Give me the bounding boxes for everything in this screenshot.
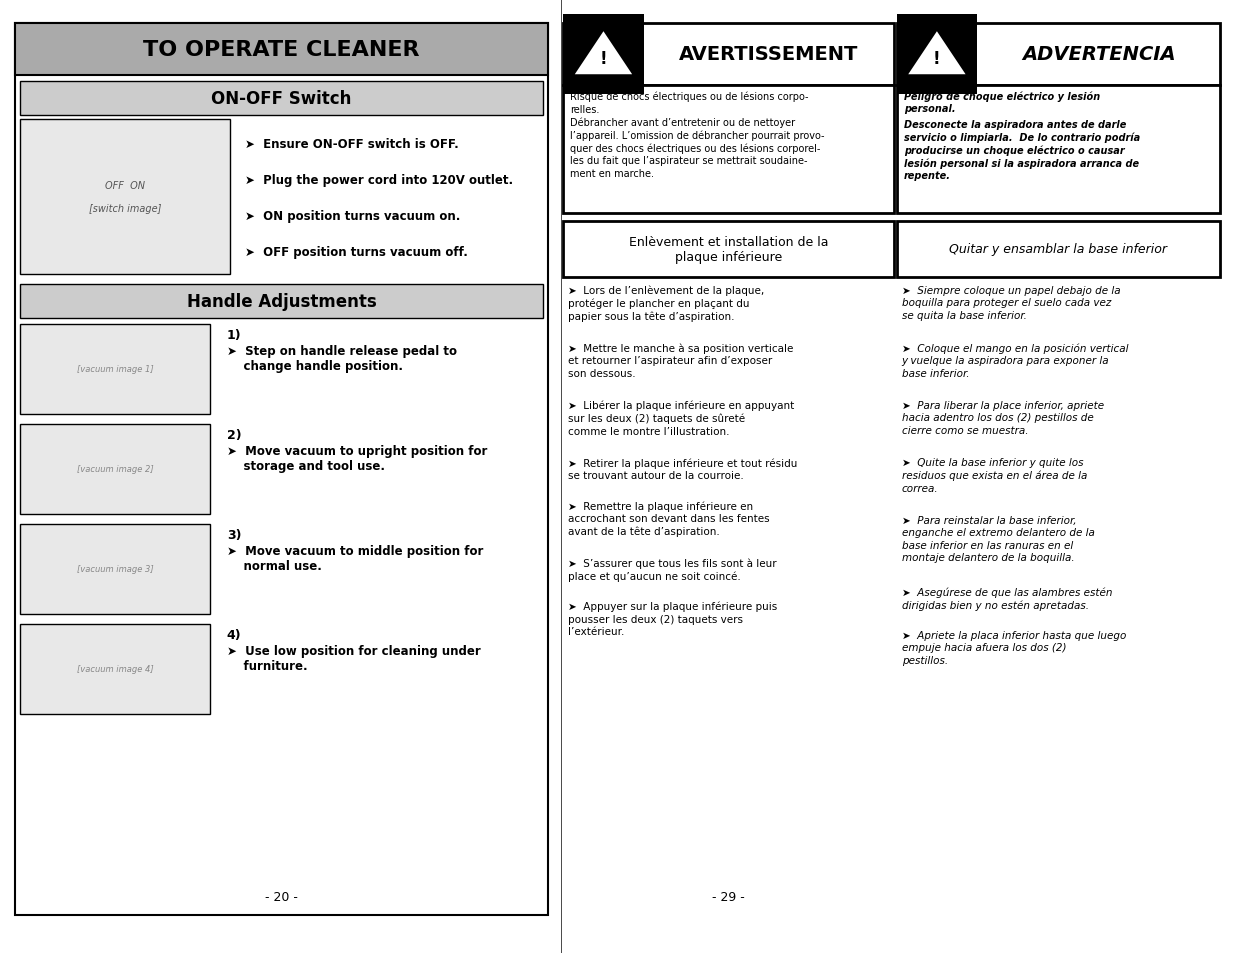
- Text: ➤  Apriete la placa inferior hasta que luego
empuje hacia afuera los dos (2)
pes: ➤ Apriete la placa inferior hasta que lu…: [902, 630, 1126, 665]
- Text: !: !: [934, 51, 941, 69]
- Text: ➤  Appuyer sur la plaque inférieure puis
pousser les deux (2) taquets vers
l’ext: ➤ Appuyer sur la plaque inférieure puis …: [568, 601, 777, 637]
- FancyBboxPatch shape: [563, 14, 643, 95]
- FancyBboxPatch shape: [20, 624, 210, 714]
- Text: - 29 -: - 29 -: [713, 890, 745, 902]
- FancyBboxPatch shape: [897, 86, 1220, 213]
- Text: ➤  Move vacuum to middle position for
    normal use.: ➤ Move vacuum to middle position for nor…: [227, 544, 483, 572]
- Text: ➤  Use low position for cleaning under
    furniture.: ➤ Use low position for cleaning under fu…: [227, 644, 480, 672]
- FancyBboxPatch shape: [563, 86, 894, 213]
- FancyBboxPatch shape: [15, 24, 548, 76]
- Text: Risque de chocs électriques ou de lésions corpo-
relles.
Débrancher avant d’entr: Risque de chocs électriques ou de lésion…: [571, 91, 825, 178]
- Text: ➤  Quite la base inferior y quite los
residuos que exista en el área de la
corre: ➤ Quite la base inferior y quite los res…: [902, 457, 1087, 494]
- Text: ➤  Para liberar la place inferior, apriete
hacia adentro los dos (2) pestillos d: ➤ Para liberar la place inferior, apriet…: [902, 400, 1104, 436]
- Text: Peligro de choque eléctrico y lesión
personal.: Peligro de choque eléctrico y lesión per…: [904, 91, 1100, 113]
- Polygon shape: [573, 30, 634, 76]
- Text: - 20 -: - 20 -: [266, 890, 298, 902]
- Text: Desconecte la aspiradora antes de darle
servicio o limpiarla.  De lo contrario p: Desconecte la aspiradora antes de darle …: [904, 120, 1140, 181]
- Text: 2): 2): [227, 429, 242, 441]
- Text: ➤  Retirer la plaque inférieure et tout résidu
se trouvant autour de la courroie: ➤ Retirer la plaque inférieure et tout r…: [568, 457, 798, 480]
- Text: ➤  OFF position turns vacuum off.: ➤ OFF position turns vacuum off.: [245, 246, 468, 258]
- Text: [vacuum image 2]: [vacuum image 2]: [77, 465, 153, 474]
- Text: ➤  Asegúrese de que las alambres estén
dirigidas bien y no estén apretadas.: ➤ Asegúrese de que las alambres estén di…: [902, 587, 1112, 611]
- Text: 4): 4): [227, 628, 242, 641]
- Text: Handle Adjustments: Handle Adjustments: [186, 293, 377, 311]
- Text: ➤  Mettre le manche à sa position verticale
et retourner l’aspirateur afin d’exp: ➤ Mettre le manche à sa position vertica…: [568, 343, 794, 378]
- Text: ➤  Move vacuum to upright position for
    storage and tool use.: ➤ Move vacuum to upright position for st…: [227, 444, 487, 473]
- Polygon shape: [906, 30, 967, 76]
- FancyBboxPatch shape: [20, 325, 210, 415]
- Text: ➤  ON position turns vacuum on.: ➤ ON position turns vacuum on.: [245, 210, 461, 223]
- Text: TO OPERATE CLEANER: TO OPERATE CLEANER: [143, 40, 420, 60]
- Text: [vacuum image 3]: [vacuum image 3]: [77, 565, 153, 574]
- FancyBboxPatch shape: [20, 285, 543, 318]
- Text: 3): 3): [227, 528, 241, 541]
- Text: ➤  Coloque el mango en la posición vertical
y vuelque la aspiradora para exponer: ➤ Coloque el mango en la posición vertic…: [902, 343, 1128, 378]
- Text: [vacuum image 1]: [vacuum image 1]: [77, 365, 153, 374]
- Text: ON-OFF Switch: ON-OFF Switch: [211, 90, 352, 108]
- Text: 1): 1): [227, 329, 242, 341]
- Text: ➤  S’assurer que tous les fils sont à leur
place et qu’aucun ne soit coincé.: ➤ S’assurer que tous les fils sont à leu…: [568, 558, 777, 581]
- FancyBboxPatch shape: [15, 24, 548, 915]
- Text: ➤  Libérer la plaque inférieure en appuyant
sur les deux (2) taquets de sûreté
c: ➤ Libérer la plaque inférieure en appuya…: [568, 400, 794, 436]
- Text: ➤  Lors de l’enlèvement de la plaque,
protéger le plancher en plaçant du
papier : ➤ Lors de l’enlèvement de la plaque, pro…: [568, 286, 764, 322]
- FancyBboxPatch shape: [20, 424, 210, 515]
- FancyBboxPatch shape: [563, 222, 894, 277]
- Text: Enlèvement et installation de la
plaque inférieure: Enlèvement et installation de la plaque …: [629, 235, 829, 264]
- FancyBboxPatch shape: [20, 120, 230, 274]
- Text: ADVERTENCIA: ADVERTENCIA: [1021, 46, 1176, 64]
- FancyBboxPatch shape: [563, 24, 894, 86]
- Text: [vacuum image 4]: [vacuum image 4]: [77, 664, 153, 674]
- Text: !: !: [600, 51, 608, 69]
- FancyBboxPatch shape: [20, 82, 543, 115]
- Text: OFF  ON

[switch image]: OFF ON [switch image]: [89, 180, 161, 213]
- Text: ➤  Step on handle release pedal to
    change handle position.: ➤ Step on handle release pedal to change…: [227, 344, 457, 373]
- Text: Quitar y ensamblar la base inferior: Quitar y ensamblar la base inferior: [950, 243, 1167, 256]
- FancyBboxPatch shape: [20, 524, 210, 614]
- Text: ➤  Plug the power cord into 120V outlet.: ➤ Plug the power cord into 120V outlet.: [245, 173, 513, 187]
- Text: ➤  Para reinstalar la base inferior,
enganche el extremo delantero de la
base in: ➤ Para reinstalar la base inferior, enga…: [902, 516, 1094, 562]
- FancyBboxPatch shape: [897, 24, 1220, 86]
- Text: AVERTISSEMENT: AVERTISSEMENT: [679, 46, 858, 64]
- Text: ➤  Ensure ON-OFF switch is OFF.: ➤ Ensure ON-OFF switch is OFF.: [245, 137, 458, 151]
- FancyBboxPatch shape: [897, 222, 1220, 277]
- Text: ➤  Siempre coloque un papel debajo de la
boquilla para proteger el suelo cada ve: ➤ Siempre coloque un papel debajo de la …: [902, 286, 1120, 320]
- FancyBboxPatch shape: [897, 14, 977, 95]
- Text: ➤  Remettre la plaque inférieure en
accrochant son devant dans les fentes
avant : ➤ Remettre la plaque inférieure en accro…: [568, 501, 769, 537]
